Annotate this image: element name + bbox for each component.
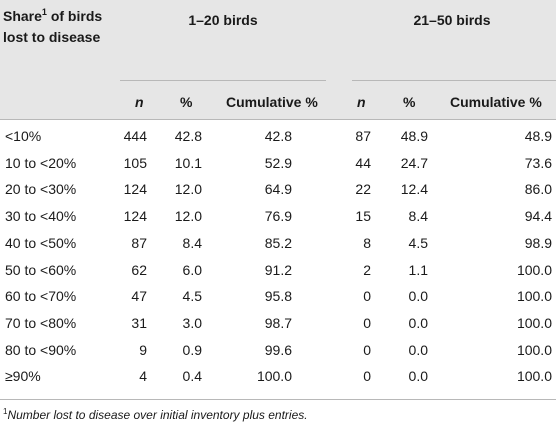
table-cell: 4.5 [182,288,202,305]
table-cell: 52.9 [264,154,292,171]
row-label: 10 to <20% [5,154,77,171]
table-row: 30 to <40% 124 12.0 76.9 15 8.4 94.4 [0,203,556,229]
table-cell: 100.0 [256,368,292,385]
table-cell: 64.9 [264,181,292,198]
table-cell: 12.0 [174,208,202,225]
table-cell: 0.0 [408,341,428,358]
table-cell: 87 [355,128,371,144]
table-row: 20 to <30% 124 12.0 64.9 22 12.4 86.0 [0,176,556,202]
table-cell: 8.4 [408,208,428,225]
table-cell: 0.0 [408,314,428,331]
table-cell: 0.9 [182,341,202,358]
table-cell: 91.2 [264,261,292,278]
table-cell: 9 [139,341,147,358]
table-cell: 62 [131,261,147,278]
table-cell: 98.9 [524,234,552,251]
table-cell: 48.9 [400,128,428,144]
table-cell: 73.6 [524,154,552,171]
table-row: 60 to <70% 47 4.5 95.8 0 0.0 100.0 [0,283,556,309]
table-row: 70 to <80% 31 3.0 98.7 0 0.0 100.0 [0,310,556,336]
table-cell: 8.4 [182,234,202,251]
table-cell: 0.0 [408,368,428,385]
table-cell: 8 [363,234,371,251]
header-bottom-rule [0,119,556,120]
col-header-n-1: n [135,94,144,110]
table-cell: 0.0 [408,288,428,305]
table-cell: 10.1 [174,154,202,171]
footnote: 1Number lost to disease over initial inv… [3,407,308,423]
table-cell: 4.5 [408,234,428,251]
table-cell: 124 [123,208,147,225]
table-cell: 94.4 [524,208,552,225]
table-row: 50 to <60% 62 6.0 91.2 2 1.1 100.0 [0,257,556,283]
row-label: 50 to <60% [5,261,77,278]
table-cell: 86.0 [524,181,552,198]
col-header-pct-1: % [180,94,193,110]
table-row: 10 to <20% 105 10.1 52.9 44 24.7 73.6 [0,150,556,176]
table-cell: 0.4 [182,368,202,385]
table-row: ≥90% 4 0.4 100.0 0 0.0 100.0 [0,363,556,389]
row-header-label: Share1 of birds lost to disease [3,7,103,46]
table-row: 80 to <90% 9 0.9 99.6 0 0.0 100.0 [0,337,556,363]
table-cell: 31 [131,314,147,331]
table-cell: 6.0 [182,261,202,278]
table-cell: 3.0 [182,314,202,331]
table-cell: 100.0 [516,368,552,385]
group-header-1-20-birds: 1–20 birds [188,12,258,28]
col-header-cum-2: Cumulative % [450,94,542,110]
table-cell: 100.0 [516,288,552,305]
table-cell: 95.8 [264,288,292,305]
col-header-pct-2: % [403,94,416,110]
row-label: 80 to <90% [5,341,77,358]
row-label: 40 to <50% [5,234,77,251]
table-cell: 1.1 [408,261,428,278]
table-cell: 22 [355,181,371,198]
row-label: ≥90% [5,368,41,385]
table-cell: 100.0 [516,341,552,358]
table-cell: 0 [363,314,371,331]
table-cell: 105 [123,154,147,171]
table-cell: 0 [363,341,371,358]
col-header-n-2: n [357,94,366,110]
table-cell: 124 [123,181,147,198]
table-cell: 44 [355,154,371,171]
row-label: 20 to <30% [5,181,77,198]
row-label: 70 to <80% [5,314,77,331]
table-row: <10% 444 42.8 42.8 87 48.9 48.9 [0,123,556,149]
table-cell: 48.9 [524,128,552,144]
table-cell: 47 [131,288,147,305]
row-label: 60 to <70% [5,288,77,305]
table-bottom-rule [0,399,556,400]
group-rule-1 [120,80,326,81]
row-label: 30 to <40% [5,208,77,225]
col-header-cum-1: Cumulative % [226,94,318,110]
table-cell: 42.8 [264,128,292,144]
table-cell: 0 [363,288,371,305]
table-cell: 12.0 [174,181,202,198]
row-label: <10% [5,128,42,144]
table-cell: 99.6 [264,341,292,358]
table-cell: 42.8 [174,128,202,144]
table-cell: 76.9 [264,208,292,225]
table-cell: 15 [355,208,371,225]
table-cell: 24.7 [400,154,428,171]
table-cell: 12.4 [400,181,428,198]
table-cell: 0 [363,368,371,385]
group-rule-2 [352,80,556,81]
table-cell: 100.0 [516,314,552,331]
table-cell: 4 [139,368,147,385]
table-header-band [0,0,556,119]
table-cell: 444 [123,128,147,144]
table-cell: 98.7 [264,314,292,331]
table-cell: 87 [131,234,147,251]
table-cell: 2 [363,261,371,278]
table-cell: 100.0 [516,261,552,278]
group-header-21-50-birds: 21–50 birds [413,12,491,28]
table-cell: 85.2 [264,234,292,251]
table-row: 40 to <50% 87 8.4 85.2 8 4.5 98.9 [0,230,556,256]
